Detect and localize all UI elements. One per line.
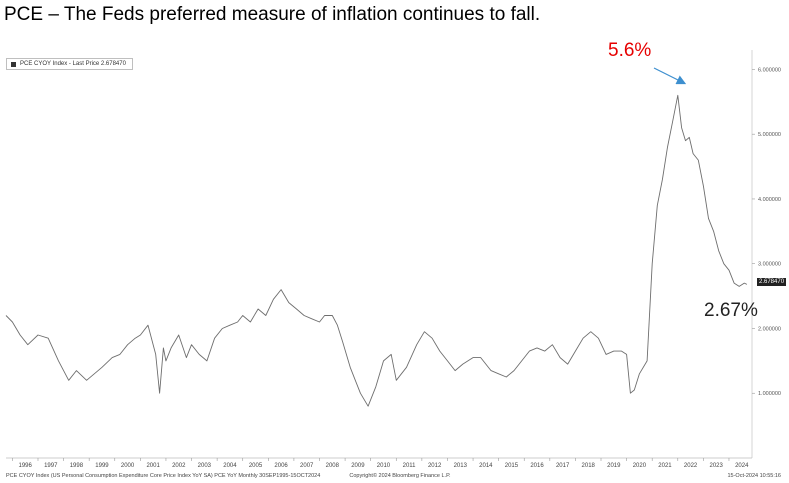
x-tick-label: 2018 (582, 463, 596, 469)
footer-timestamp: 15-Oct-2024 10:55:16 (727, 473, 781, 479)
x-tick-label: 2005 (249, 463, 263, 469)
x-tick-label: 2011 (403, 463, 417, 469)
x-tick-label: 2017 (556, 463, 570, 469)
x-tick-label: 2014 (479, 463, 493, 469)
x-tick-label: 2024 (735, 463, 749, 469)
x-tick-label: 2004 (223, 463, 237, 469)
y-tick-label: 1.000000 (758, 391, 781, 397)
x-tick-label: 2013 (454, 463, 468, 469)
last-value-annotation: 2.67% (704, 300, 758, 321)
peak-annotation: 5.6% (608, 40, 652, 61)
x-tick-label: 2023 (709, 463, 723, 469)
x-tick-label: 1996 (19, 463, 33, 469)
y-tick-label: 2.000000 (758, 326, 781, 332)
last-price-tag: 2.678470 (757, 278, 787, 286)
x-tick-label: 2007 (300, 463, 314, 469)
x-tick-label: 2003 (198, 463, 212, 469)
x-tick-label: 2022 (684, 463, 698, 469)
x-tick-label: 2015 (505, 463, 519, 469)
x-tick-label: 2020 (633, 463, 647, 469)
x-tick-label: 2010 (377, 463, 391, 469)
y-tick-label: 3.000000 (758, 262, 781, 268)
page-title: PCE – The Feds preferred measure of infl… (4, 4, 541, 25)
legend-swatch (11, 61, 16, 67)
x-tick-label: 2009 (351, 463, 365, 469)
x-tick-label: 1997 (44, 463, 58, 469)
x-tick-label: 2002 (172, 463, 186, 469)
x-tick-label: 1999 (95, 463, 109, 469)
chart-legend: PCE CYOY Index - Last Price 2.678470 (6, 58, 133, 70)
legend-label: PCE CYOY Index - Last Price 2.678470 (20, 61, 126, 67)
peak-arrow (653, 67, 687, 85)
x-tick-label: 2012 (428, 463, 442, 469)
footer-copyright: Copyright© 2024 Bloomberg Finance L.P. (349, 473, 451, 479)
x-tick-label: 2021 (658, 463, 672, 469)
line-chart: 1.000000 2.000000 3.000000 4.000000 5.000000… (5, 50, 781, 469)
footer-source: PCE CYOY Index (US Personal Consumption … (6, 473, 321, 479)
x-tick-label: 2008 (326, 463, 340, 469)
x-tick-label: 2019 (607, 463, 621, 469)
x-tick-label: 2000 (121, 463, 135, 469)
y-tick-label: 4.000000 (758, 197, 781, 203)
x-tick-label: 2016 (530, 463, 544, 469)
series-line-0 (5, 94, 748, 407)
y-tick-label: 6.000000 (758, 67, 781, 73)
x-tick-label: 1998 (70, 463, 84, 469)
x-tick-label: 2006 (274, 463, 288, 469)
y-tick-label: 5.000000 (758, 132, 781, 138)
x-tick-label: 2001 (146, 463, 160, 469)
